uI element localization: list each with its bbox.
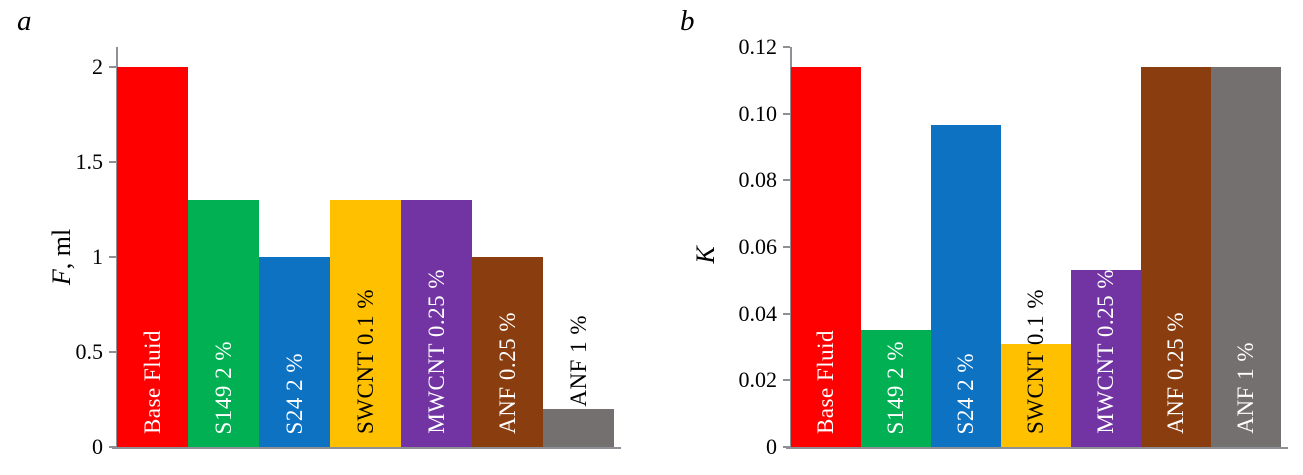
y-tick-label-a-1.5: 1.5	[75, 149, 104, 174]
x-axis-line-b	[786, 447, 1288, 449]
bar-label-b-mwcnt-0-25: MWCNT 0.25 %	[1093, 269, 1118, 434]
bar-a-s24-2	[259, 257, 330, 447]
y-tick-label-a-0: 0	[92, 434, 103, 459]
y-tick-label-a-1: 1	[92, 244, 103, 269]
bar-a-s149-2	[188, 200, 259, 447]
y-axis-title-a-symbol: F	[47, 269, 76, 286]
bar-b-mwcnt-0-25	[1071, 270, 1141, 447]
y-tick-label-b-0.06: 0.06	[738, 234, 778, 259]
bar-label-a-base-fluid: Base Fluid	[139, 329, 165, 434]
y-tick-b-0	[783, 446, 790, 448]
y-tick-b-0.12	[783, 46, 790, 48]
bar-label-a-s24-2: S24 2 %	[281, 352, 307, 434]
bar-label-b-base-fluid: Base Fluid	[813, 329, 838, 434]
bar-b-swcnt-0-1	[1001, 343, 1071, 447]
bar-label-b-s24-2: S24 2 %	[953, 352, 978, 434]
bar-label-a-swcnt-0-1: SWCNT 0.1 %	[352, 289, 378, 434]
bar-a-anf-1	[543, 409, 614, 447]
bar-a-base-fluid	[117, 67, 188, 447]
y-tick-b-0.08	[783, 179, 790, 182]
panel-letter-b: b	[680, 5, 695, 37]
y-tick-a-1	[109, 256, 116, 258]
y-tick-label-a-0.5: 0.5	[75, 339, 104, 364]
bar-a-anf-0-25	[472, 257, 543, 447]
bar-label-b-swcnt-0-1: SWCNT 0.1 %	[1023, 289, 1048, 434]
y-tick-label-a-2: 2	[92, 54, 103, 79]
y-tick-a-0.5	[109, 351, 116, 353]
bar-label-b-anf-1: ANF 1 %	[1233, 342, 1258, 434]
y-tick-b-0.04	[783, 312, 790, 315]
y-tick-label-b-0.10: 0.10	[738, 100, 778, 126]
panel-letter-a: a	[17, 5, 32, 37]
bar-b-s149-2	[861, 330, 931, 447]
bar-label-a-anf-1: ANF 1 %	[565, 315, 591, 407]
y-tick-label-b-0.08: 0.08	[738, 167, 778, 193]
bar-b-anf-0-25	[1141, 67, 1211, 447]
bar-b-base-fluid	[791, 67, 861, 447]
bar-label-b-anf-0-25: ANF 0.25 %	[1163, 312, 1188, 434]
x-axis-line-a	[112, 447, 621, 449]
bar-label-a-anf-0-25: ANF 0.25 %	[494, 312, 520, 434]
bar-label-a-mwcnt-0-25: MWCNT 0.25 %	[423, 269, 449, 434]
y-tick-a-2	[109, 66, 116, 68]
y-tick-label-b-0.04: 0.04	[738, 300, 778, 326]
y-tick-b-0.10	[783, 112, 790, 115]
bar-b-anf-1	[1211, 67, 1281, 447]
y-tick-a-0	[109, 446, 116, 448]
y-tick-b-0.06	[783, 246, 790, 248]
y-tick-b-0.02	[783, 379, 790, 382]
y-tick-label-b-0.12: 0.12	[738, 34, 778, 59]
y-tick-label-b-0.02: 0.02	[738, 367, 778, 393]
y-tick-a-1.5	[109, 161, 116, 163]
bar-b-s24-2	[931, 125, 1001, 447]
bar-a-mwcnt-0-25	[401, 200, 472, 447]
bar-label-a-s149-2: S149 2 %	[210, 340, 236, 434]
y-tick-label-b-0: 0	[766, 434, 777, 459]
bar-label-b-s149-2: S149 2 %	[883, 340, 908, 434]
bar-a-swcnt-0-1	[330, 200, 401, 447]
